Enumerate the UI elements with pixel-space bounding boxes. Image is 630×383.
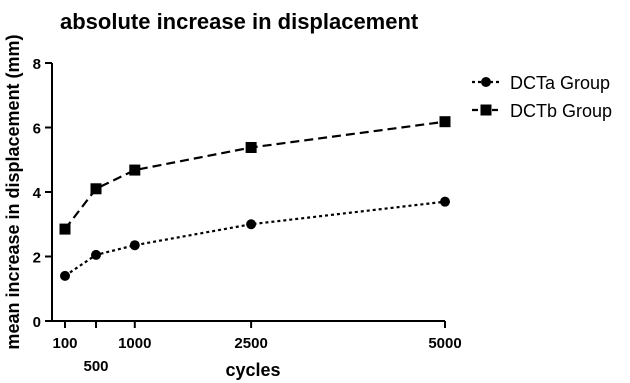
series-layer bbox=[59, 116, 451, 281]
legend-item: DCTa Group bbox=[472, 73, 610, 93]
legend-label: DCTa Group bbox=[510, 73, 610, 93]
x-axis-label: cycles bbox=[225, 360, 280, 380]
x-tick-label: 2500 bbox=[234, 335, 267, 352]
legend: DCTa Group DCTb Group bbox=[472, 73, 612, 121]
series-line bbox=[64, 200, 446, 277]
data-point bbox=[91, 249, 102, 260]
y-tick-label: 4 bbox=[33, 185, 42, 202]
legend-marker bbox=[480, 104, 492, 116]
data-point bbox=[129, 240, 140, 251]
y-axis-label: mean increase in displacement (mm) bbox=[3, 34, 23, 349]
y-tick-label: 0 bbox=[33, 314, 41, 331]
x-axis: 100 500 1000 2500 5000 bbox=[52, 320, 462, 375]
data-point bbox=[60, 270, 70, 281]
x-tick-label: 500 bbox=[84, 358, 109, 375]
legend-label: DCTb Group bbox=[510, 101, 612, 121]
x-tick-label: 5000 bbox=[428, 335, 461, 352]
series-line bbox=[64, 120, 446, 230]
legend-item: DCTb Group bbox=[472, 101, 612, 121]
chart-title: absolute increase in displacement bbox=[60, 9, 419, 34]
series-2 bbox=[59, 116, 451, 235]
x-ticks: 100 500 1000 2500 5000 bbox=[52, 321, 462, 375]
legend-marker bbox=[481, 77, 491, 87]
y-tick-label: 8 bbox=[33, 56, 41, 73]
data-point bbox=[439, 116, 451, 128]
x-tick-label: 100 bbox=[52, 335, 77, 352]
data-point bbox=[90, 183, 102, 195]
y-tick-label: 2 bbox=[33, 250, 41, 267]
y-ticks: 0 2 4 6 8 bbox=[33, 56, 52, 331]
data-point bbox=[129, 164, 141, 176]
data-point bbox=[59, 223, 71, 235]
data-point bbox=[440, 196, 450, 207]
y-axis: 0 2 4 6 8 bbox=[33, 56, 53, 331]
data-point bbox=[245, 141, 257, 153]
data-point bbox=[246, 219, 257, 230]
series-1 bbox=[60, 196, 450, 281]
y-tick-label: 6 bbox=[33, 121, 41, 138]
x-tick-label: 1000 bbox=[118, 335, 151, 352]
